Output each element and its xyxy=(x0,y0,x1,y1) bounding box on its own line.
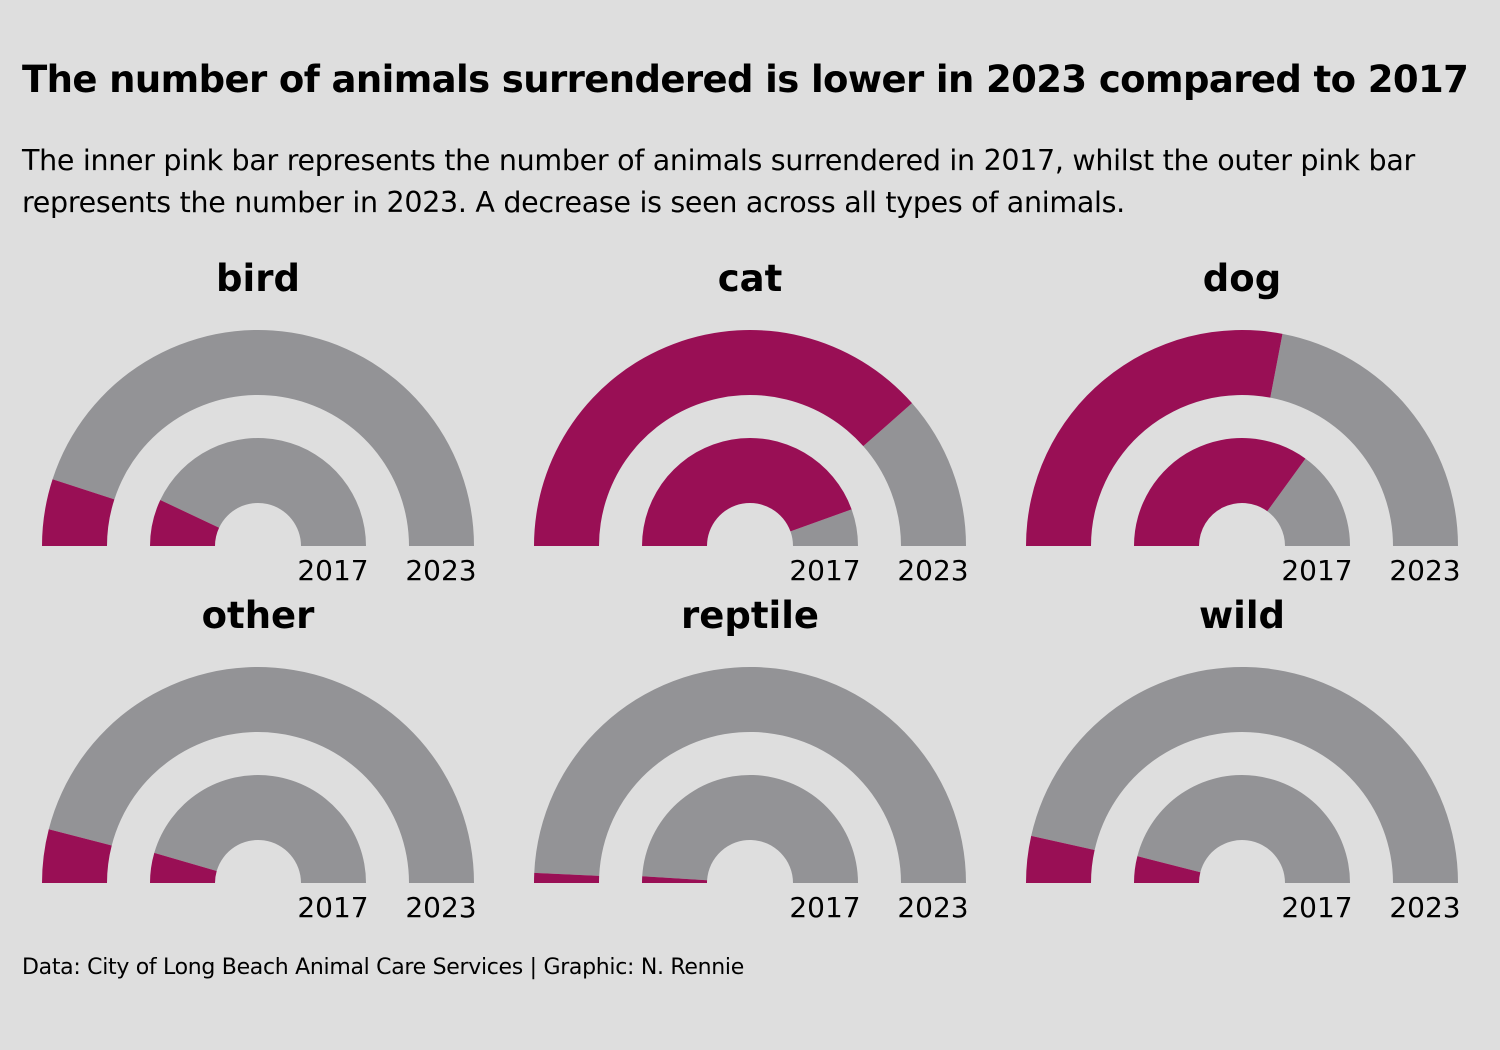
facet-title: reptile xyxy=(681,594,819,637)
facet-reptile: reptile 2017 2023 xyxy=(534,594,969,924)
arc-bar-2023 xyxy=(534,329,913,546)
arc-track-2023 xyxy=(52,330,475,546)
arc-bar-2023 xyxy=(42,479,115,546)
arc-bar-2023 xyxy=(1026,835,1095,883)
facet-other: other 2017 2023 xyxy=(42,594,477,924)
facet-title: dog xyxy=(1203,257,1281,300)
chart-title: The number of animals surrendered is low… xyxy=(22,58,1469,101)
arc-track-2017 xyxy=(790,509,858,546)
facet-title: wild xyxy=(1199,594,1285,637)
arc-bar-2023 xyxy=(534,872,600,883)
arc-track-2023 xyxy=(534,667,966,883)
arc-track-2023 xyxy=(48,667,474,883)
arc-bar-2017 xyxy=(150,852,217,883)
ring-label-2017: 2017 xyxy=(789,554,860,587)
ring-label-2023: 2023 xyxy=(405,554,476,587)
arc-bar-2017 xyxy=(1134,856,1201,883)
chart-caption: Data: City of Long Beach Animal Care Ser… xyxy=(22,955,744,980)
arc-bar-2017 xyxy=(642,876,708,883)
arc-bar-2017 xyxy=(642,438,852,546)
arc-track-2023 xyxy=(863,403,966,546)
facet-wild: wild 2017 2023 xyxy=(1026,594,1461,924)
arc-track-2017 xyxy=(1267,458,1350,546)
ring-label-2023: 2023 xyxy=(897,554,968,587)
arc-track-2023 xyxy=(1270,333,1458,546)
arc-track-2017 xyxy=(160,438,366,546)
facet-title: bird xyxy=(216,257,300,300)
ring-label-2023: 2023 xyxy=(897,891,968,924)
arc-track-2017 xyxy=(642,774,858,883)
arc-bar-2017 xyxy=(1134,437,1306,546)
facet-bird: bird 2017 2023 xyxy=(42,257,477,587)
facet-title: other xyxy=(202,594,316,637)
arc-track-2017 xyxy=(1137,775,1350,883)
ring-label-2023: 2023 xyxy=(1389,554,1460,587)
arc-track-2023 xyxy=(1031,667,1459,883)
facet-dog: dog 2017 2023 xyxy=(1026,257,1461,587)
facet-title: cat xyxy=(718,257,783,300)
ring-label-2017: 2017 xyxy=(297,554,368,587)
ring-label-2017: 2017 xyxy=(1281,554,1352,587)
arc-bar-2023 xyxy=(1026,330,1283,546)
ring-label-2017: 2017 xyxy=(297,891,368,924)
facet-cat: cat 2017 2023 xyxy=(534,257,969,587)
ring-label-2017: 2017 xyxy=(1281,891,1352,924)
ring-label-2023: 2023 xyxy=(1389,891,1460,924)
arc-bar-2017 xyxy=(150,500,220,546)
arc-track-2017 xyxy=(154,775,366,883)
arc-bar-2023 xyxy=(42,829,112,883)
ring-label-2023: 2023 xyxy=(405,891,476,924)
ring-label-2017: 2017 xyxy=(789,891,860,924)
chart-subtitle: The inner pink bar represents the number… xyxy=(22,144,1415,219)
